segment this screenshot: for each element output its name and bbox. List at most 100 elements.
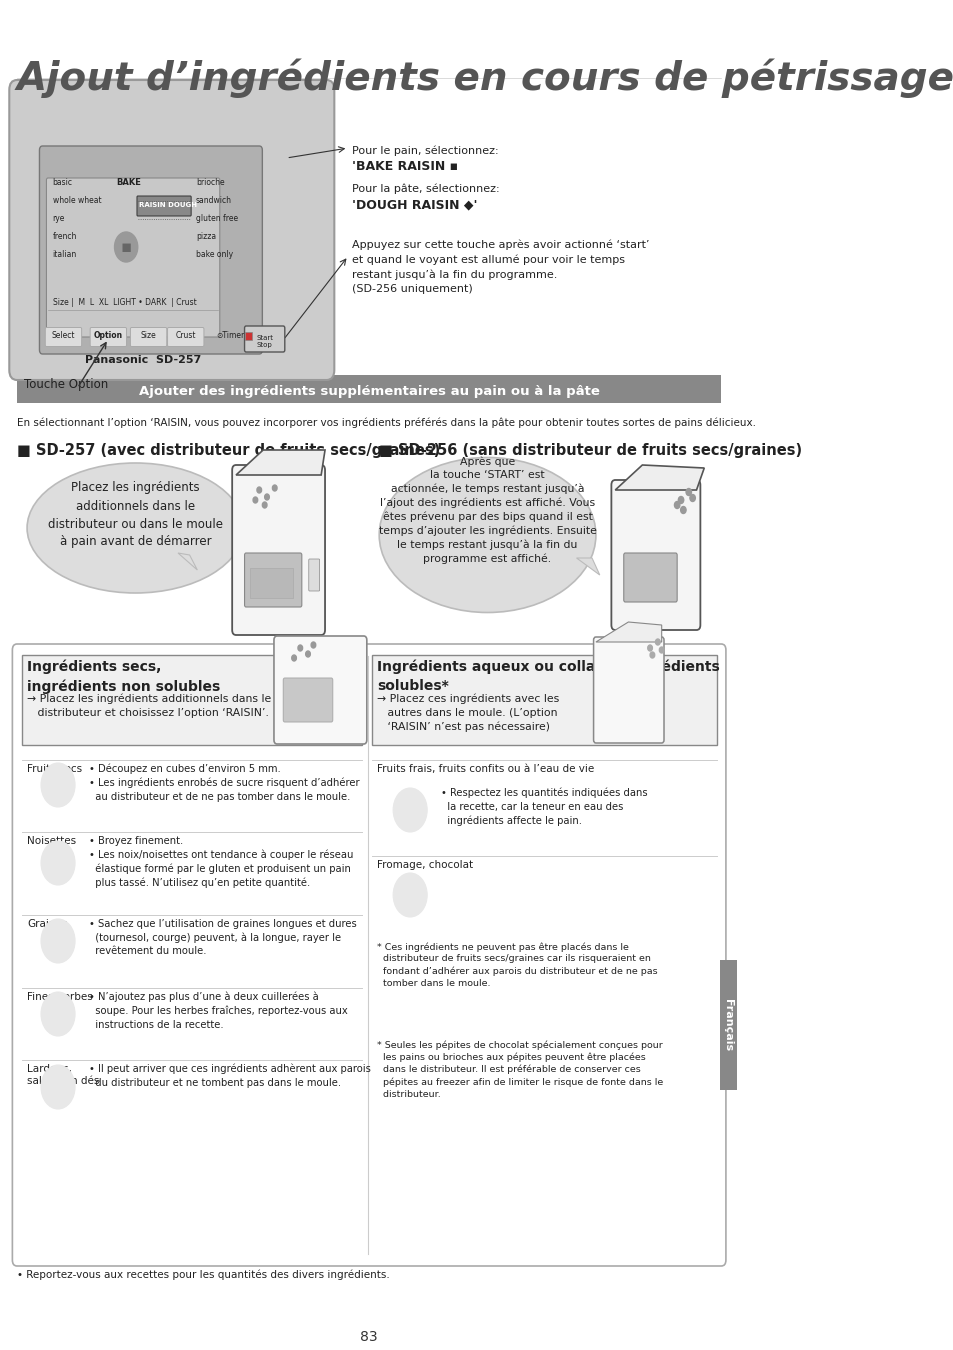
- Text: • Sachez que l’utilisation de graines longues et dures
  (tournesol, courge) peu: • Sachez que l’utilisation de graines lo…: [89, 919, 356, 956]
- Text: Panasonic  SD-257: Panasonic SD-257: [85, 355, 201, 364]
- Text: ▪: ▪: [120, 238, 132, 256]
- Text: ■ SD-256 (sans distributeur de fruits secs/graines): ■ SD-256 (sans distributeur de fruits se…: [378, 443, 801, 458]
- Polygon shape: [178, 554, 197, 570]
- Text: 'BAKE RAISIN ▪: 'BAKE RAISIN ▪: [352, 161, 457, 173]
- Text: • N’ajoutez pas plus d’une à deux cuillerées à
  soupe. Pour les herbes fraîches: • N’ajoutez pas plus d’une à deux cuille…: [89, 992, 348, 1030]
- Text: • Respectez les quantités indiquées dans
  la recette, car la teneur en eau des
: • Respectez les quantités indiquées dans…: [440, 788, 647, 826]
- Text: Français: Français: [722, 999, 733, 1052]
- Polygon shape: [615, 464, 703, 490]
- FancyBboxPatch shape: [91, 328, 127, 347]
- FancyBboxPatch shape: [250, 568, 293, 598]
- Circle shape: [647, 645, 652, 651]
- Text: whole wheat: whole wheat: [52, 196, 101, 205]
- Text: 'DOUGH RAISIN ◆': 'DOUGH RAISIN ◆': [352, 198, 477, 211]
- FancyBboxPatch shape: [244, 325, 285, 352]
- Text: → Placez les ingrédients additionnels dans le
   distributeur et choisissez l’op: → Placez les ingrédients additionnels da…: [27, 694, 271, 718]
- FancyBboxPatch shape: [593, 637, 663, 742]
- Polygon shape: [576, 558, 599, 575]
- FancyBboxPatch shape: [245, 332, 252, 340]
- Circle shape: [256, 487, 261, 493]
- FancyBboxPatch shape: [39, 146, 262, 354]
- FancyBboxPatch shape: [137, 196, 191, 216]
- Text: • Il peut arriver que ces ingrédients adhèrent aux parois
  du distributeur et n: • Il peut arriver que ces ingrédients ad…: [89, 1064, 371, 1088]
- FancyBboxPatch shape: [10, 80, 334, 379]
- Text: ⊙Timer: ⊙Timer: [216, 331, 245, 340]
- Text: brioche: brioche: [195, 178, 224, 188]
- Text: 83: 83: [360, 1330, 377, 1345]
- Text: Fines herbes: Fines herbes: [27, 992, 92, 1002]
- Text: sandwich: sandwich: [195, 196, 232, 205]
- Polygon shape: [596, 622, 661, 643]
- Circle shape: [114, 232, 137, 262]
- FancyBboxPatch shape: [168, 328, 204, 347]
- Text: RAISIN DOUGH: RAISIN DOUGH: [139, 202, 197, 208]
- Text: Noisettes: Noisettes: [27, 836, 76, 846]
- Text: rye: rye: [52, 215, 65, 223]
- Circle shape: [305, 651, 310, 657]
- Text: * Ces ingrédients ne peuvent pas être placés dans le
  distributeur de fruits se: * Ces ingrédients ne peuvent pas être pl…: [376, 942, 657, 988]
- Text: • Broyez finement.
• Les noix/noisettes ont tendance à couper le réseau
  élasti: • Broyez finement. • Les noix/noisettes …: [89, 836, 353, 888]
- Circle shape: [41, 763, 75, 807]
- Text: Ajouter des ingrédients supplémentaires au pain ou à la pâte: Ajouter des ingrédients supplémentaires …: [138, 386, 598, 398]
- Text: Ingrédients secs,
ingrédients non solubles: Ingrédients secs, ingrédients non solubl…: [27, 660, 220, 694]
- Text: BAKE: BAKE: [116, 178, 141, 188]
- Text: french: french: [52, 232, 77, 242]
- FancyBboxPatch shape: [45, 328, 82, 347]
- Text: En sélectionnant l’option ‘RAISIN, vous pouvez incorporer vos ingrédients préfér: En sélectionnant l’option ‘RAISIN, vous …: [17, 418, 755, 428]
- Text: Touche Option: Touche Option: [24, 378, 108, 392]
- Circle shape: [41, 1065, 75, 1108]
- Text: pizza: pizza: [195, 232, 215, 242]
- FancyBboxPatch shape: [47, 178, 219, 338]
- FancyBboxPatch shape: [17, 375, 720, 404]
- Circle shape: [679, 506, 685, 513]
- Text: Pour la pâte, sélectionnez:: Pour la pâte, sélectionnez:: [352, 184, 499, 193]
- Text: → Placez ces ingrédients avec les
   autres dans le moule. (L’option
   ‘RAISIN’: → Placez ces ingrédients avec les autres…: [376, 694, 558, 733]
- Circle shape: [273, 485, 276, 491]
- Circle shape: [685, 489, 691, 495]
- FancyBboxPatch shape: [372, 655, 716, 745]
- Circle shape: [262, 502, 267, 508]
- FancyBboxPatch shape: [12, 644, 725, 1266]
- Text: italian: italian: [52, 250, 77, 259]
- Circle shape: [297, 645, 302, 651]
- Circle shape: [689, 494, 695, 501]
- Text: basic: basic: [52, 178, 72, 188]
- Circle shape: [41, 919, 75, 963]
- FancyBboxPatch shape: [309, 559, 319, 591]
- Text: Après que
la touche ‘START’ est
actionnée, le temps restant jusqu’à
l’ajout des : Après que la touche ‘START’ est actionné…: [378, 456, 596, 563]
- Text: Fruits secs: Fruits secs: [27, 764, 82, 774]
- FancyBboxPatch shape: [719, 960, 736, 1089]
- Text: Size: Size: [140, 331, 156, 340]
- Text: Ingrédients aqueux ou collants, ingrédients
solubles*: Ingrédients aqueux ou collants, ingrédie…: [376, 660, 719, 693]
- Ellipse shape: [378, 458, 596, 613]
- Text: Graines: Graines: [27, 919, 68, 929]
- Circle shape: [41, 841, 75, 886]
- Text: • Découpez en cubes d’environ 5 mm.
• Les ingrédients enrobés de sucre risquent : • Découpez en cubes d’environ 5 mm. • Le…: [89, 764, 359, 802]
- Circle shape: [655, 639, 659, 645]
- Circle shape: [659, 647, 663, 653]
- FancyBboxPatch shape: [283, 678, 333, 722]
- Text: * Seules les pépites de chocolat spécialement conçues pour
  les pains ou brioch: * Seules les pépites de chocolat spécial…: [376, 1040, 662, 1099]
- Text: ■ SD-257 (avec distributeur de fruits secs/graines): ■ SD-257 (avec distributeur de fruits se…: [17, 443, 440, 458]
- Text: Fruits frais, fruits confits ou à l’eau de vie: Fruits frais, fruits confits ou à l’eau …: [376, 764, 594, 774]
- Text: Select: Select: [51, 331, 75, 340]
- Text: gluten free: gluten free: [195, 215, 237, 223]
- Circle shape: [41, 992, 75, 1035]
- Circle shape: [393, 788, 427, 832]
- Text: Ajout d’ingrédients en cours de pétrissage: Ajout d’ingrédients en cours de pétrissa…: [17, 58, 953, 97]
- Text: Placez les ingrédients
additionnels dans le
distributeur ou dans le moule
à pain: Placez les ingrédients additionnels dans…: [48, 482, 223, 548]
- Circle shape: [264, 494, 269, 499]
- Text: Appuyez sur cette touche après avoir actionné ‘start’
et quand le voyant est all: Appuyez sur cette touche après avoir act…: [352, 240, 649, 294]
- Circle shape: [292, 655, 296, 662]
- FancyBboxPatch shape: [274, 636, 367, 744]
- FancyBboxPatch shape: [131, 328, 167, 347]
- FancyBboxPatch shape: [623, 554, 677, 602]
- Circle shape: [678, 497, 683, 504]
- FancyBboxPatch shape: [22, 655, 362, 745]
- Text: Start
Stop: Start Stop: [256, 335, 273, 347]
- Text: Lardons,
salami en dés: Lardons, salami en dés: [27, 1064, 99, 1085]
- Text: Option: Option: [93, 331, 123, 340]
- Circle shape: [674, 501, 679, 509]
- Circle shape: [649, 652, 654, 657]
- Text: • Reportez-vous aux recettes pour les quantités des divers ingrédients.: • Reportez-vous aux recettes pour les qu…: [17, 1270, 390, 1281]
